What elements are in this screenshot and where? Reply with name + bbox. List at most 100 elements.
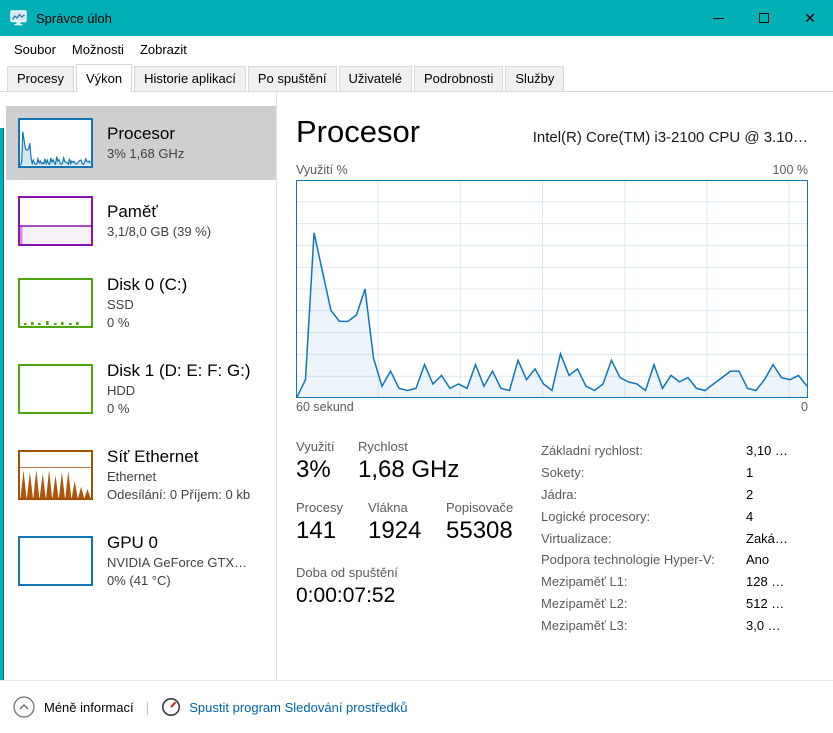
- cpu-panel: Procesor Intel(R) Core(TM) i3-2100 CPU @…: [277, 92, 833, 680]
- disk0-thumbnail-chart: [18, 278, 93, 328]
- close-button[interactable]: ✕: [787, 0, 833, 36]
- window-left-border: [0, 128, 4, 680]
- disk1-title: Disk 1 (D: E: F: G:): [107, 361, 251, 380]
- chart-y-max-label: 100 %: [772, 163, 808, 177]
- disk0-title: Disk 0 (C:): [107, 275, 188, 294]
- cpu-details: Základní rychlost: 3,10 … Sokety: 1 Jádra: 2 L…: [541, 438, 808, 636]
- sidebar-item-disk1[interactable]: Disk 1 (D: E: F: G:) HDD 0 %: [6, 348, 276, 430]
- tab-historie-aplikací[interactable]: Historie aplikací: [134, 66, 246, 91]
- usage-value: 3%: [296, 456, 331, 483]
- detail-label: Jádra:: [541, 486, 578, 502]
- detail-value: 4: [746, 508, 754, 524]
- chart-x-right-label: 0: [801, 400, 808, 414]
- stat-threads: Vlákna 1924: [368, 499, 446, 546]
- chevron-up-circle-icon: [13, 696, 35, 718]
- menu-možnosti[interactable]: Možnosti: [71, 42, 124, 57]
- disk1-subtitle-1: 0 %: [107, 401, 130, 416]
- memory-subtitle-0: 3,1/8,0 GB (39 %): [107, 224, 212, 239]
- detail-value: 2: [746, 486, 754, 502]
- less-info-button[interactable]: Méně informací: [13, 696, 134, 718]
- minimize-button[interactable]: [695, 0, 741, 36]
- chart-x-left-label: 60 sekund: [296, 400, 354, 414]
- detail-label: Logické procesory:: [541, 508, 651, 524]
- task-manager-icon: [10, 10, 27, 26]
- maximize-button[interactable]: [741, 0, 787, 36]
- cpu-usage-graph-svg: [296, 180, 808, 398]
- detail-row-1: Sokety: 1: [541, 462, 808, 484]
- tab-výkon[interactable]: Výkon: [75, 64, 133, 92]
- tab-bar: Procesy Výkon Historie aplikací Po spuštění…: [0, 63, 833, 92]
- maximize-icon: [759, 13, 769, 23]
- detail-row-4: Virtualizace: Zaká…: [541, 527, 808, 549]
- sidebar-item-ethernet[interactable]: Síť Ethernet Ethernet Odesílání: 0 Příjem:…: [6, 434, 276, 516]
- threads-value: 1924: [368, 517, 422, 544]
- tab-uživatelé[interactable]: Uživatelé: [338, 66, 412, 91]
- cpu-stats: Využití 3% Rychlost 1,68 GHz Procesy 141: [296, 438, 541, 636]
- memory-title: Paměť: [107, 202, 158, 221]
- detail-row-6: Mezipaměť L1: 128 …: [541, 571, 808, 593]
- menu-bar: Soubor Možnosti Zobrazit: [0, 36, 833, 63]
- detail-label: Základní rychlost:: [541, 443, 643, 459]
- disk1-thumbnail-chart: [18, 364, 93, 414]
- tab-služby[interactable]: Služby: [505, 66, 565, 91]
- tab-procesy[interactable]: Procesy: [7, 66, 74, 91]
- detail-value: 128 …: [746, 574, 785, 590]
- cpu-subtitle-0: 3% 1,68 GHz: [107, 146, 185, 161]
- sidebar-item-memory[interactable]: Paměť 3,1/8,0 GB (39 %): [6, 184, 276, 258]
- disk0-subtitle-1: 0 %: [107, 315, 130, 330]
- menu-zobrazit[interactable]: Zobrazit: [139, 42, 187, 57]
- detail-row-2: Jádra: 2: [541, 484, 808, 506]
- handles-value: 55308: [446, 517, 513, 544]
- sidebar-item-disk0[interactable]: Disk 0 (C:) SSD 0 %: [6, 262, 276, 344]
- performance-sidebar: Procesor 3% 1,68 GHz Paměť 3,1/8,0 GB (39 %…: [0, 92, 277, 680]
- processes-value: 141: [296, 517, 337, 544]
- titlebar: Správce úloh ✕: [0, 0, 833, 36]
- resource-monitor-icon: [162, 698, 181, 716]
- cpu-usage-chart: [296, 180, 808, 398]
- detail-row-0: Základní rychlost: 3,10 …: [541, 440, 808, 462]
- sidebar-item-cpu[interactable]: Procesor 3% 1,68 GHz: [6, 106, 276, 180]
- cpu-title: Procesor: [107, 124, 176, 143]
- detail-value: 1: [746, 465, 754, 481]
- disk0-subtitle-0: SSD: [107, 297, 134, 312]
- page-title: Procesor: [296, 114, 421, 149]
- chart-y-axis-label: Využití %: [296, 163, 348, 177]
- detail-value: 3,0 …: [746, 617, 781, 633]
- footer-bar: Méně informací | Spustit program Sledová…: [0, 680, 833, 733]
- open-resource-monitor-link[interactable]: Spustit program Sledování prostředků: [161, 697, 407, 717]
- gpu-thumbnail-chart: [18, 536, 93, 586]
- stat-processes: Procesy 141: [296, 499, 368, 546]
- speed-value: 1,68 GHz: [358, 456, 460, 483]
- stat-usage: Využití 3%: [296, 438, 358, 485]
- gpu-subtitle-0: NVIDIA GeForce GTX…: [107, 555, 248, 570]
- stat-handles: Popisovače 55308: [446, 499, 541, 546]
- detail-row-3: Logické procesory: 4: [541, 505, 808, 527]
- gpu-title: GPU 0: [107, 533, 159, 552]
- ethernet-subtitle-0: Ethernet: [107, 469, 157, 484]
- tab-po-spuštění[interactable]: Po spuštění: [247, 66, 337, 91]
- content: Procesor 3% 1,68 GHz Paměť 3,1/8,0 GB (39 %…: [0, 92, 833, 680]
- detail-row-5: Podpora technologie Hyper-V: Ano: [541, 549, 808, 571]
- stat-uptime: Doba od spuštění 0:00:07:52: [296, 564, 541, 611]
- cpu-model: Intel(R) Core(TM) i3-2100 CPU @ 3.10…: [532, 129, 808, 146]
- menu-soubor[interactable]: Soubor: [14, 42, 56, 57]
- detail-value: Ano: [746, 552, 770, 568]
- detail-value: 3,10 …: [746, 443, 788, 459]
- cpu-thumbnail-chart: [18, 118, 93, 168]
- detail-row-7: Mezipaměť L2: 512 …: [541, 593, 808, 615]
- tab-podrobnosti[interactable]: Podrobnosti: [414, 66, 504, 91]
- detail-label: Mezipaměť L2:: [541, 595, 628, 611]
- window-title: Správce úloh: [36, 10, 112, 26]
- detail-label: Podpora technologie Hyper-V:: [541, 552, 715, 568]
- ethernet-title: Síť Ethernet: [107, 447, 199, 466]
- gpu-subtitle-1: 0% (41 °C): [107, 573, 171, 588]
- close-icon: ✕: [804, 10, 816, 26]
- detail-value: 512 …: [746, 595, 785, 611]
- disk1-subtitle-0: HDD: [107, 383, 136, 398]
- uptime-value: 0:00:07:52: [296, 584, 396, 607]
- stat-speed: Rychlost 1,68 GHz: [358, 438, 541, 485]
- detail-label: Sokety:: [541, 465, 585, 481]
- detail-value: Zaká…: [746, 530, 788, 546]
- sidebar-item-gpu[interactable]: GPU 0 NVIDIA GeForce GTX… 0% (41 °C): [6, 520, 276, 602]
